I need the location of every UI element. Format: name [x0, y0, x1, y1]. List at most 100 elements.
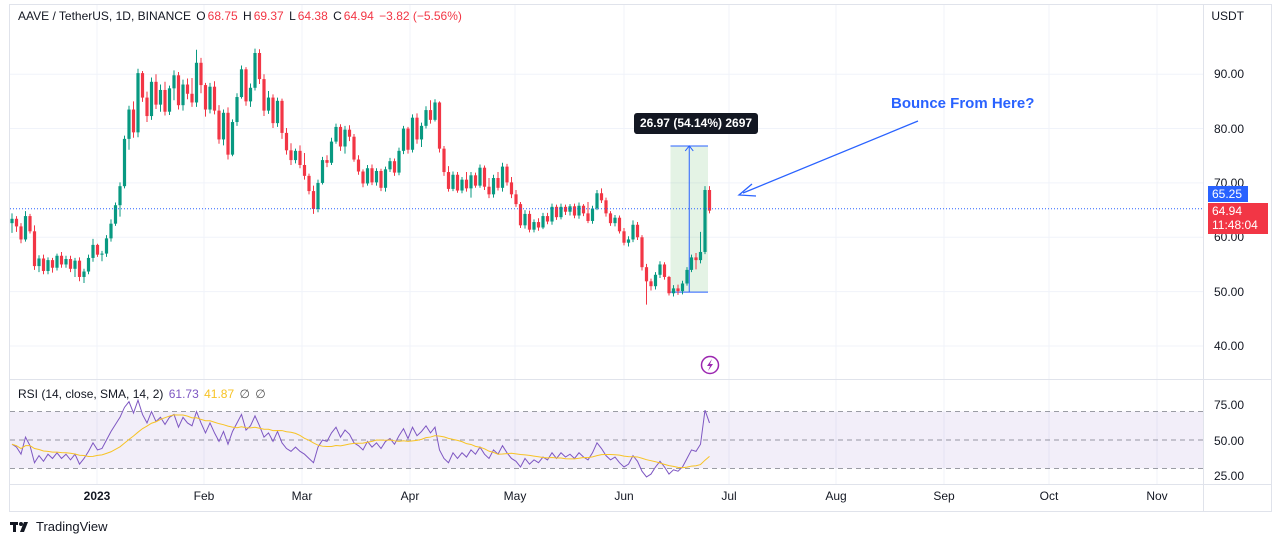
- price-tick: 90.00: [1214, 67, 1245, 81]
- rsi-line: [11, 398, 710, 478]
- rsi-pane: [10, 398, 1203, 478]
- candle-body: [428, 110, 433, 120]
- candle-body: [32, 231, 37, 267]
- candle-body: [626, 239, 631, 243]
- low-value: 64.38: [297, 9, 328, 23]
- candle-body: [113, 205, 118, 224]
- candle-body: [370, 168, 374, 183]
- lightning-icon-bolt: [707, 359, 713, 371]
- candle-body: [145, 97, 149, 117]
- candle-body: [554, 206, 559, 218]
- candle-body: [676, 288, 680, 292]
- candle-body: [235, 97, 239, 123]
- candle-body: [158, 89, 163, 105]
- candle-body: [662, 264, 667, 277]
- candle-body: [455, 174, 460, 191]
- candle-body: [226, 112, 230, 155]
- candle-body: [608, 213, 613, 224]
- candle-body: [64, 259, 68, 265]
- tradingview-logo-icon: [10, 521, 28, 532]
- candle-body: [199, 62, 203, 86]
- candle-body: [239, 69, 244, 98]
- overlay: [10, 120, 1203, 375]
- candle-body: [478, 167, 482, 186]
- price-tick: 40.00: [1214, 339, 1245, 353]
- candle-body: [181, 84, 185, 106]
- candle-body: [590, 208, 595, 221]
- candle-body: [406, 128, 410, 150]
- time-tick: Nov: [1146, 489, 1168, 503]
- candle-body: [86, 257, 91, 272]
- chart-border: [9, 4, 1272, 512]
- candle-body: [149, 81, 154, 117]
- time-tick: May: [503, 489, 527, 503]
- candle-body: [361, 171, 365, 184]
- candle-body: [653, 274, 658, 287]
- candle-body: [433, 102, 437, 120]
- candle-body: [595, 193, 599, 209]
- candle-body: [451, 174, 455, 189]
- candle-body: [131, 109, 136, 133]
- open-label: O: [196, 9, 206, 23]
- candle-body: [509, 182, 514, 195]
- bar-countdown: 11:48:04: [1212, 218, 1258, 232]
- candle-body: [604, 200, 608, 214]
- rsi-tick: 50.00: [1214, 434, 1245, 448]
- close-value: 64.94: [343, 9, 374, 23]
- candle-body: [572, 206, 577, 216]
- candle-body: [527, 213, 532, 230]
- candle-body: [446, 172, 451, 189]
- candle-body: [689, 257, 694, 270]
- candle-body: [59, 255, 64, 265]
- candle-body: [487, 186, 491, 195]
- rsi-value: 61.73: [168, 387, 199, 401]
- candle-body: [680, 283, 685, 292]
- candle-body: [109, 223, 113, 239]
- symbol-title[interactable]: AAVE / TetherUS, 1D, BINANCE: [18, 9, 191, 23]
- rsi-sma-line: [11, 414, 710, 469]
- rsi-label[interactable]: RSI (14, close, SMA, 14, 2): [18, 387, 164, 401]
- candle-body: [644, 267, 649, 282]
- rsi-sma-value: 41.87: [204, 387, 235, 401]
- close-price: 64.94: [1212, 204, 1243, 218]
- candle-body: [532, 222, 536, 230]
- candle-body: [599, 193, 604, 201]
- candle-body: [230, 122, 235, 155]
- candle-body: [640, 237, 644, 268]
- candle-body: [104, 238, 109, 254]
- candle-body: [176, 75, 181, 106]
- candle-body: [631, 224, 635, 240]
- main-legend: AAVE / TetherUS, 1D, BINANCE O 68.75 H 69.…: [18, 9, 464, 23]
- candle-body: [671, 288, 676, 294]
- candle-body: [289, 150, 293, 161]
- annotation-text[interactable]: Bounce From Here?: [891, 95, 1035, 112]
- measure-tool[interactable]: [670, 145, 709, 293]
- rsi-legend: RSI (14, close, SMA, 14, 2) 61.73 41.87 …: [18, 387, 268, 401]
- candle-body: [541, 216, 545, 228]
- brand[interactable]: TradingView: [10, 519, 108, 534]
- candle-body: [95, 244, 100, 255]
- time-tick: Oct: [1039, 489, 1059, 503]
- candle-body: [329, 141, 334, 163]
- candle-body: [136, 73, 140, 133]
- candle-body: [410, 117, 415, 150]
- candle-body: [185, 84, 190, 94]
- candle-body: [320, 160, 325, 183]
- measure-arrow-head: [684, 145, 694, 152]
- candle-body: [203, 85, 208, 110]
- candles: [10, 48, 712, 305]
- candle-body: [685, 269, 689, 284]
- candle-body: [383, 169, 388, 188]
- candle-body: [257, 52, 262, 80]
- currency-unit[interactable]: USDT: [1211, 9, 1244, 23]
- candle-body: [559, 206, 563, 218]
- price-tick: 50.00: [1214, 285, 1245, 299]
- candle-body: [46, 260, 50, 271]
- candle-body: [707, 189, 712, 211]
- last-price-badge: 65.25: [1208, 186, 1248, 202]
- candle-body: [635, 224, 640, 238]
- candle-body: [10, 218, 14, 224]
- candle-body: [460, 179, 464, 191]
- candle-body: [392, 161, 397, 173]
